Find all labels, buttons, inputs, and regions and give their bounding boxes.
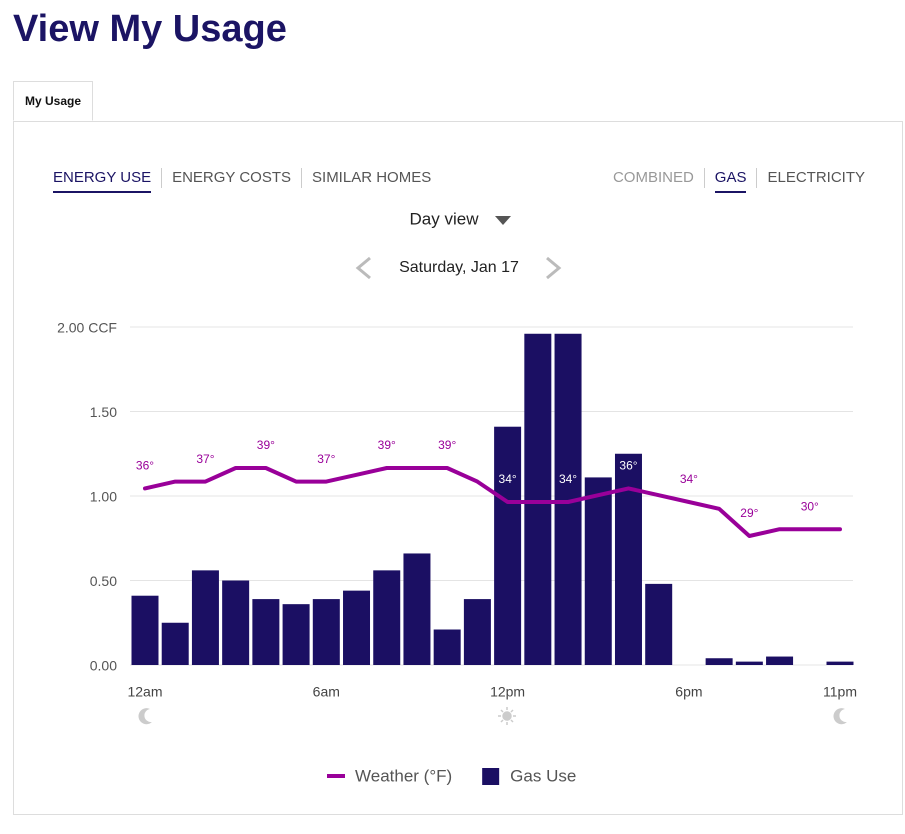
- bar: [463, 599, 491, 665]
- bar: [433, 629, 461, 665]
- fuel-tab[interactable]: GAS: [703, 168, 757, 193]
- temp-label: 30°: [801, 499, 819, 513]
- bar: [826, 661, 854, 665]
- temp-label: 39°: [378, 438, 396, 452]
- y-tick-label: 0.00: [90, 658, 117, 674]
- bar: [494, 426, 522, 665]
- bar: [614, 453, 642, 665]
- fuel-tab[interactable]: COMBINED: [612, 169, 694, 186]
- x-tick-label: 12am: [127, 684, 162, 700]
- view-tab[interactable]: ENERGY COSTS: [161, 168, 301, 188]
- view-tab[interactable]: SIMILAR HOMES: [301, 168, 431, 188]
- bar: [343, 590, 371, 665]
- x-tick-label: 11pm: [823, 684, 857, 700]
- temp-label: 39°: [438, 438, 456, 452]
- tab[interactable]: My Usage: [13, 81, 93, 121]
- temp-label: 39°: [257, 438, 275, 452]
- dropdown-arrow[interactable]: [495, 216, 511, 225]
- view-tab[interactable]: ENERGY USE: [53, 168, 161, 193]
- bar: [524, 333, 552, 665]
- bar: [766, 656, 794, 665]
- bar: [131, 595, 159, 665]
- temp-label: 34°: [680, 472, 698, 486]
- bar: [705, 658, 733, 665]
- bar: [645, 583, 673, 665]
- next-arrow[interactable]: [546, 256, 562, 280]
- bar: [403, 553, 431, 665]
- y-tick-label: 0.50: [90, 573, 117, 589]
- tab-label: ENERGY USE: [53, 169, 152, 193]
- y-tick-label: 1.00: [90, 489, 117, 505]
- bar: [312, 599, 340, 665]
- temp-label: 29°: [740, 506, 758, 520]
- bar: [735, 661, 763, 665]
- view-tabs: ENERGY USE ENERGY COSTS SIMILAR HOMES: [53, 168, 431, 193]
- date-label: Saturday, Jan 17: [399, 259, 519, 276]
- fuel-tab[interactable]: ELECTRICITY: [756, 168, 865, 188]
- bar: [161, 622, 189, 665]
- weather-line: [143, 466, 842, 538]
- panel: [13, 121, 903, 815]
- legend-label: Weather (°F): [355, 766, 452, 785]
- legend-label: Gas Use: [510, 766, 576, 785]
- bar: [191, 570, 219, 665]
- bar: [373, 570, 401, 665]
- x-tick-label: 6pm: [675, 684, 702, 700]
- temp-label: 36°: [136, 459, 154, 473]
- bar: [584, 477, 612, 665]
- temp-label: 34°: [499, 472, 517, 486]
- legend-swatch: [482, 768, 500, 785]
- temp-label: 34°: [559, 472, 577, 486]
- x-tick-label: 12pm: [490, 684, 525, 700]
- temp-label: 37°: [317, 452, 335, 466]
- temp-label: 37°: [196, 452, 214, 466]
- page-title: View My Usage: [13, 8, 287, 50]
- tab-label: GAS: [714, 169, 747, 193]
- moon-icon: [833, 708, 847, 725]
- sun-icon: [498, 707, 516, 725]
- bar: [252, 599, 280, 665]
- fuel-tabs: COMBINED GAS ELECTRICITY: [612, 168, 865, 193]
- bar: [282, 604, 310, 665]
- x-tick-label: 6am: [313, 684, 340, 700]
- temp-label: 36°: [619, 459, 637, 473]
- y-tick-label: 2.00 CCF: [57, 320, 117, 336]
- bar: [222, 580, 250, 665]
- view-select[interactable]: Day view: [410, 209, 480, 228]
- moon-icon: [138, 708, 152, 725]
- prev-arrow[interactable]: [355, 256, 371, 280]
- y-tick-label: 1.50: [90, 404, 117, 420]
